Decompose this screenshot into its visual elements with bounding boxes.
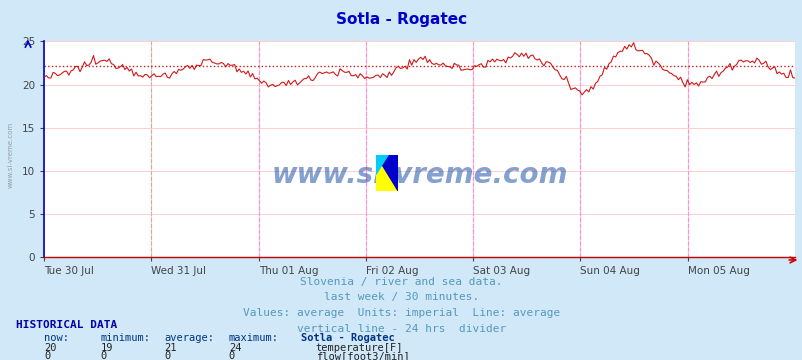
Text: www.si-vreme.com: www.si-vreme.com (7, 122, 14, 188)
Text: now:: now: (44, 333, 69, 343)
Polygon shape (375, 155, 387, 175)
Text: 19: 19 (100, 343, 113, 353)
Text: www.si-vreme.com: www.si-vreme.com (271, 161, 567, 189)
Text: vertical line - 24 hrs  divider: vertical line - 24 hrs divider (297, 324, 505, 334)
Text: Values: average  Units: imperial  Line: average: Values: average Units: imperial Line: av… (242, 308, 560, 318)
Text: 21: 21 (164, 343, 177, 353)
Text: minimum:: minimum: (100, 333, 150, 343)
Text: 20: 20 (44, 343, 57, 353)
Text: 0: 0 (229, 351, 235, 360)
Text: 24: 24 (229, 343, 241, 353)
Text: HISTORICAL DATA: HISTORICAL DATA (16, 320, 117, 330)
Text: temperature[F]: temperature[F] (315, 343, 403, 353)
Text: last week / 30 minutes.: last week / 30 minutes. (323, 292, 479, 302)
Text: 0: 0 (44, 351, 51, 360)
Text: Slovenia / river and sea data.: Slovenia / river and sea data. (300, 276, 502, 287)
Text: maximum:: maximum: (229, 333, 278, 343)
Text: Sotla - Rogatec: Sotla - Rogatec (335, 12, 467, 27)
Text: flow[foot3/min]: flow[foot3/min] (315, 351, 409, 360)
Text: average:: average: (164, 333, 214, 343)
Polygon shape (375, 155, 398, 191)
Text: 0: 0 (164, 351, 171, 360)
Text: Sotla - Rogatec: Sotla - Rogatec (301, 333, 395, 343)
Text: 0: 0 (100, 351, 107, 360)
Polygon shape (375, 155, 398, 191)
